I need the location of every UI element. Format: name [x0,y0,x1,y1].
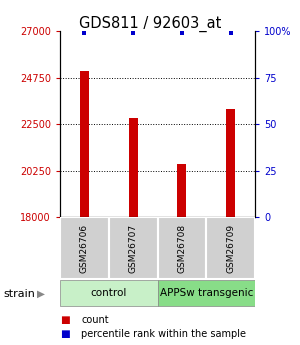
Text: GSM26706: GSM26706 [80,224,89,273]
Text: ■: ■ [60,329,70,339]
Text: control: control [91,288,127,298]
Bar [80,71,89,217]
Bar [60,217,109,279]
Point [131,30,136,36]
Text: GSM26708: GSM26708 [177,224,186,273]
Text: GDS811 / 92603_at: GDS811 / 92603_at [79,16,221,32]
Text: percentile rank within the sample: percentile rank within the sample [81,329,246,339]
Bar [109,217,158,279]
Bar [60,280,158,306]
Bar [206,217,255,279]
Bar [226,109,235,217]
Text: APPSw transgenic: APPSw transgenic [160,288,253,298]
Bar [158,217,206,279]
Text: GSM26709: GSM26709 [226,224,235,273]
Point [228,30,233,36]
Text: ▶: ▶ [37,289,44,299]
Point [179,30,184,36]
Text: strain: strain [3,289,35,299]
Bar [178,164,186,217]
Point [82,30,87,36]
Text: GSM26707: GSM26707 [129,224,138,273]
Bar [129,118,137,217]
Text: count: count [81,315,109,325]
Bar [158,280,255,306]
Text: ■: ■ [60,315,70,325]
